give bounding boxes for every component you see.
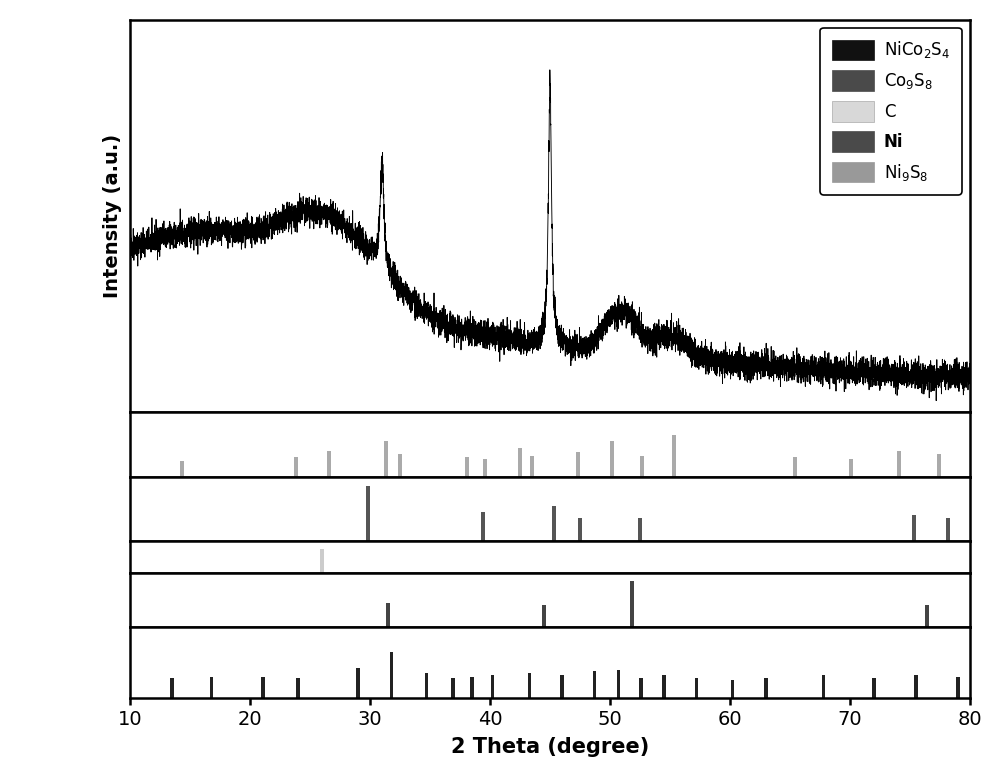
- Bar: [398, 454, 402, 477]
- Bar: [672, 435, 676, 477]
- X-axis label: 2 Theta (degree): 2 Theta (degree): [451, 737, 649, 757]
- Y-axis label: Intensity (a.u.): Intensity (a.u.): [103, 134, 122, 298]
- Bar: [518, 448, 522, 477]
- Bar: [764, 678, 768, 698]
- Bar: [491, 675, 494, 698]
- Bar: [425, 673, 428, 698]
- Bar: [695, 678, 698, 698]
- Bar: [470, 677, 474, 698]
- Bar: [451, 678, 455, 698]
- Bar: [296, 678, 300, 698]
- Bar: [925, 605, 929, 626]
- Bar: [912, 516, 916, 541]
- Bar: [662, 675, 666, 698]
- Bar: [793, 457, 797, 477]
- Bar: [578, 519, 582, 541]
- Bar: [327, 451, 331, 477]
- Bar: [210, 677, 213, 698]
- Bar: [630, 581, 634, 626]
- Bar: [560, 675, 564, 698]
- Bar: [872, 678, 876, 698]
- Legend: NiCo$_2$S$_4$, Co$_9$S$_8$, C, Ni, Ni$_9$S$_8$: NiCo$_2$S$_4$, Co$_9$S$_8$, C, Ni, Ni$_9…: [820, 28, 962, 194]
- Bar: [294, 457, 298, 477]
- Bar: [386, 603, 390, 626]
- Bar: [576, 452, 580, 477]
- Bar: [638, 519, 642, 541]
- Bar: [849, 459, 853, 477]
- Bar: [610, 441, 614, 477]
- Bar: [593, 671, 596, 698]
- Bar: [356, 668, 360, 698]
- Bar: [731, 680, 734, 698]
- Bar: [617, 669, 620, 698]
- Bar: [542, 605, 546, 626]
- Bar: [897, 451, 901, 477]
- Bar: [822, 675, 825, 698]
- Bar: [528, 673, 531, 698]
- Bar: [390, 651, 393, 698]
- Bar: [366, 486, 370, 541]
- Bar: [639, 678, 643, 698]
- Bar: [937, 454, 941, 477]
- Bar: [465, 457, 469, 477]
- Bar: [530, 456, 534, 477]
- Bar: [640, 456, 644, 477]
- Bar: [552, 505, 556, 541]
- Bar: [946, 519, 950, 541]
- Bar: [170, 678, 174, 698]
- Bar: [180, 460, 184, 477]
- Bar: [956, 677, 960, 698]
- Bar: [914, 675, 918, 698]
- Bar: [384, 441, 388, 477]
- Bar: [320, 549, 324, 573]
- Bar: [483, 459, 487, 477]
- Bar: [261, 677, 265, 698]
- Bar: [481, 512, 485, 541]
